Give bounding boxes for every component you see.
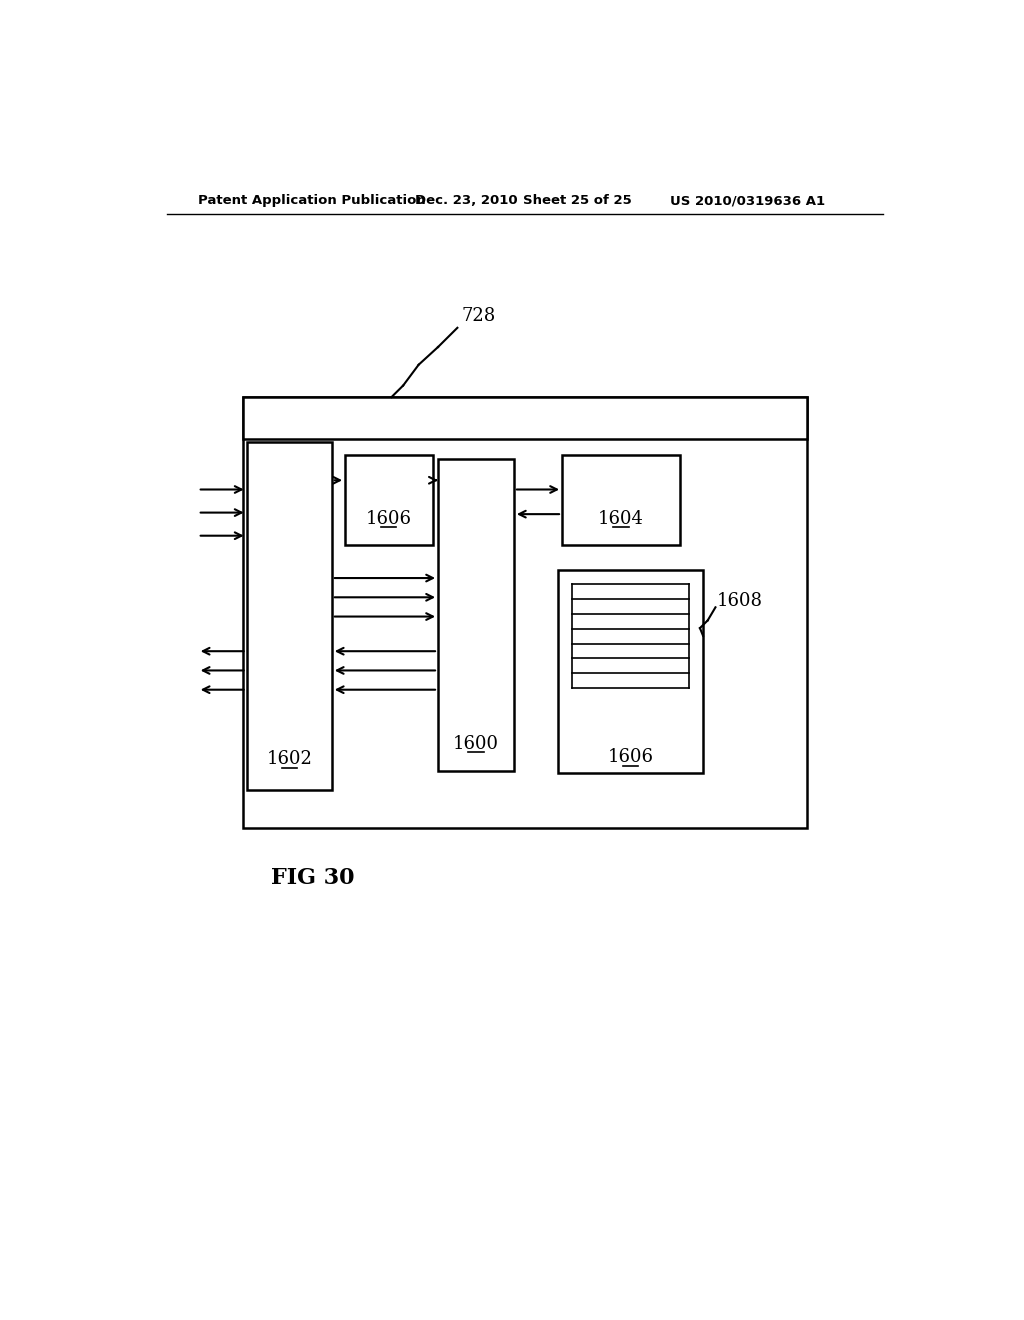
- Text: 1604: 1604: [598, 510, 644, 528]
- Text: US 2010/0319636 A1: US 2010/0319636 A1: [671, 194, 825, 207]
- Bar: [438, 459, 514, 771]
- Bar: [562, 455, 680, 545]
- Text: 728: 728: [461, 308, 496, 325]
- Text: Dec. 23, 2010: Dec. 23, 2010: [415, 194, 517, 207]
- Text: 1600: 1600: [453, 735, 499, 752]
- Bar: [345, 455, 432, 545]
- Text: 1608: 1608: [717, 593, 763, 610]
- Text: Patent Application Publication: Patent Application Publication: [198, 194, 426, 207]
- Text: FIG 30: FIG 30: [271, 867, 355, 890]
- Text: 1606: 1606: [607, 748, 653, 767]
- Bar: [558, 570, 703, 774]
- Text: 1602: 1602: [266, 750, 312, 768]
- Text: 1606: 1606: [366, 510, 412, 528]
- Bar: [247, 442, 332, 789]
- Text: Sheet 25 of 25: Sheet 25 of 25: [523, 194, 632, 207]
- Bar: [243, 397, 807, 829]
- Bar: [243, 397, 807, 440]
